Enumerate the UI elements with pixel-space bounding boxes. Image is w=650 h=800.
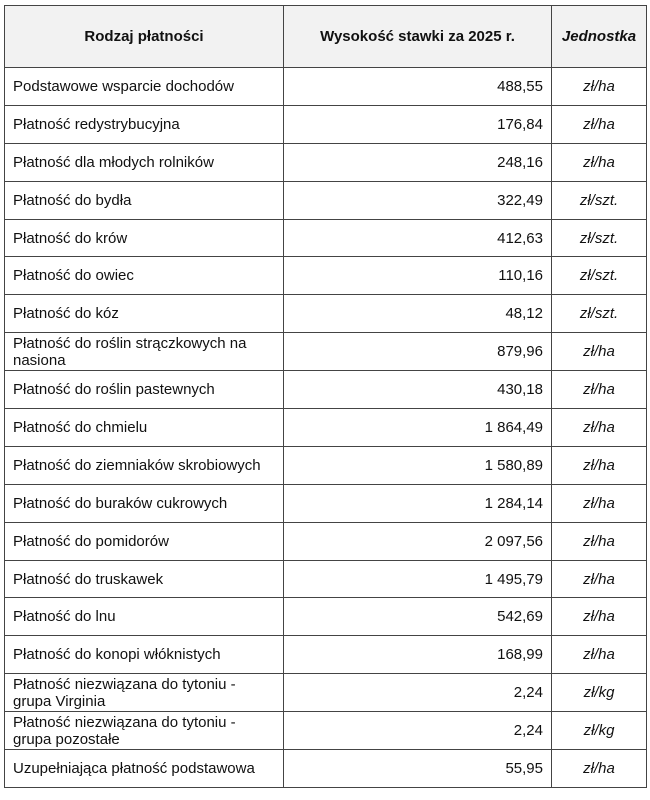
rate-value-cell: 1 580,89 [283,445,552,485]
header-unit: Jednostka [551,5,647,68]
table-row: Płatność do buraków cukrowych 1 284,14 zł/… [4,483,647,523]
table-row: Płatność do chmielu 1 864,49 zł/ha [4,408,647,447]
payment-type-cell: Płatność do chmielu [4,408,284,447]
table-row: Płatność redystrybucyjna 176,84 zł/ha [4,104,647,144]
rate-value-cell: 48,12 [283,294,552,334]
payment-type-cell: Płatność do lnu [4,597,284,637]
header-row: Rodzaj płatności Wysokość stawki za 2025… [4,5,647,68]
table-row: Płatność do konopi włóknistych 168,99 zł/h… [4,635,647,675]
payment-type-cell: Płatność do owiec [4,256,284,296]
rate-value-cell: 1 284,14 [283,483,552,523]
payment-type-cell: Płatność do ziemniaków skrobiowych [4,445,284,485]
unit-cell: zł/ha [551,635,647,675]
table-row: Płatność do lnu 542,69 zł/ha [4,597,647,637]
payment-type-cell: Płatność do krów [4,218,284,258]
rate-value-cell: 2 097,56 [283,521,552,561]
unit-cell: zł/ha [551,142,647,182]
payment-type-cell: Płatność redystrybucyjna [4,104,284,144]
payment-type-cell: Płatność do bydła [4,180,284,220]
unit-cell: zł/szt. [551,218,647,258]
payment-type-cell: Płatność dla młodych rolników [4,142,284,182]
table-row: Uzupełniająca płatność podstawowa 55,95 zł… [4,749,647,788]
payment-type-cell: Płatność do roślin pastewnych [4,370,284,410]
unit-cell: zł/kg [551,711,647,751]
unit-cell: zł/szt. [551,180,647,220]
rate-value-cell: 176,84 [283,104,552,144]
unit-cell: zł/ha [551,332,647,372]
rate-value-cell: 430,18 [283,370,552,410]
header-payment-type: Rodzaj płatności [4,5,284,68]
payment-type-cell: Płatność do kóz [4,294,284,334]
table-row: Płatność do truskawek 1 495,79 zł/ha [4,559,647,599]
table-row: Płatność niezwiązana do tytoniu - grupa … [4,711,647,751]
rate-value-cell: 412,63 [283,218,552,258]
payment-type-cell: Podstawowe wsparcie dochodów [4,67,284,106]
table-row: Płatność do owiec 110,16 zł/szt. [4,256,647,296]
unit-cell: zł/ha [551,408,647,447]
table-row: Płatność niezwiązana do tytoniu - grupa … [4,673,647,713]
table-row: Płatność do pomidorów 2 097,56 zł/ha [4,521,647,561]
rate-value-cell: 248,16 [283,142,552,182]
rate-value-cell: 55,95 [283,749,552,788]
unit-cell: zł/ha [551,559,647,599]
table-row: Płatność do krów 412,63 zł/szt. [4,218,647,258]
unit-cell: zł/ha [551,483,647,523]
unit-cell: zł/ha [551,104,647,144]
unit-cell: zł/kg [551,673,647,713]
unit-cell: zł/szt. [551,294,647,334]
unit-cell: zł/szt. [551,256,647,296]
rate-value-cell: 2,24 [283,711,552,751]
rate-value-cell: 168,99 [283,635,552,675]
payment-type-cell: Uzupełniająca płatność podstawowa [4,749,284,788]
payment-type-cell: Płatność do roślin strączkowych na nasio… [4,332,284,372]
rate-value-cell: 542,69 [283,597,552,637]
payment-type-cell: Płatność do buraków cukrowych [4,483,284,523]
unit-cell: zł/ha [551,521,647,561]
payment-type-cell: Płatność do truskawek [4,559,284,599]
payment-type-cell: Płatność do pomidorów [4,521,284,561]
table-row: Płatność dla młodych rolników 248,16 zł/ha [4,142,647,182]
unit-cell: zł/ha [551,597,647,637]
payment-type-cell: Płatność do konopi włóknistych [4,635,284,675]
rate-value-cell: 879,96 [283,332,552,372]
table-row: Płatność do bydła 322,49 zł/szt. [4,180,647,220]
header-rate: Wysokość stawki za 2025 r. [283,5,552,68]
unit-cell: zł/ha [551,370,647,410]
payment-type-cell: Płatność niezwiązana do tytoniu - grupa … [4,673,284,713]
table-row: Płatność do ziemniaków skrobiowych 1 580,… [4,445,647,485]
payment-type-cell: Płatność niezwiązana do tytoniu - grupa … [4,711,284,751]
table-row: Płatność do roślin pastewnych 430,18 zł/ha [4,370,647,410]
rate-value-cell: 488,55 [283,67,552,106]
unit-cell: zł/ha [551,67,647,106]
rate-value-cell: 322,49 [283,180,552,220]
rate-value-cell: 1 864,49 [283,408,552,447]
unit-cell: zł/ha [551,749,647,788]
table-row: Płatność do kóz 48,12 zł/szt. [4,294,647,334]
rate-value-cell: 110,16 [283,256,552,296]
table-row: Płatność do roślin strączkowych na nasio… [4,332,647,372]
rate-value-cell: 2,24 [283,673,552,713]
unit-cell: zł/ha [551,445,647,485]
table-row: Podstawowe wsparcie dochodów 488,55 zł/ha [4,67,647,106]
payment-rates-table: Rodzaj płatności Wysokość stawki za 2025… [4,5,647,788]
rate-value-cell: 1 495,79 [283,559,552,599]
